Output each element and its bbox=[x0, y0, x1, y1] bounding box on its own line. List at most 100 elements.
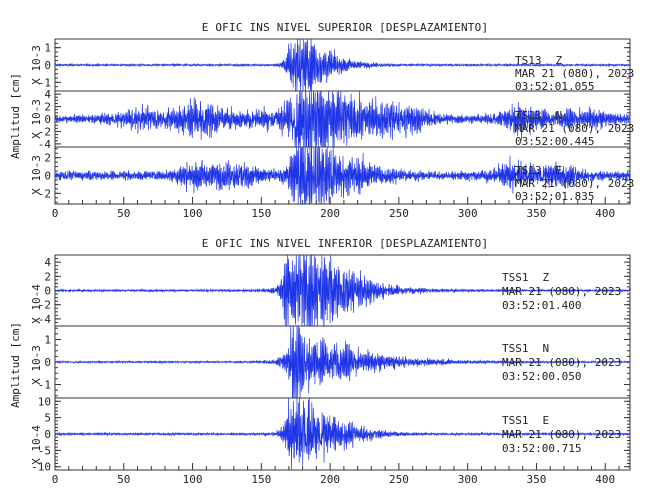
y-axis-label: Amplitud [cm] bbox=[9, 322, 22, 408]
y-tick-label: -4 bbox=[38, 313, 52, 326]
record-time: 03:52:01.400 bbox=[502, 299, 581, 312]
component-code: N bbox=[556, 109, 563, 122]
waveform-trace bbox=[54, 38, 631, 92]
y-tick-label: 1 bbox=[44, 334, 51, 347]
scale-label: X 10-4 bbox=[30, 425, 43, 465]
y-ticks: -2 0 2 bbox=[38, 148, 630, 203]
y-tick-label: 0 bbox=[44, 356, 51, 369]
y-tick-label: 1 bbox=[44, 42, 51, 55]
y-tick-label: -5 bbox=[38, 444, 51, 457]
x-tick-label: 200 bbox=[320, 207, 340, 220]
y-tick-label: -10 bbox=[31, 461, 51, 474]
scale-label: X 10-3 bbox=[30, 99, 43, 139]
y-tick-label: 4 bbox=[44, 88, 51, 101]
y-tick-label: 0 bbox=[44, 285, 51, 298]
record-time: 03:52:01.055 bbox=[515, 80, 594, 93]
x-tick-label: 100 bbox=[183, 473, 203, 486]
waveform-trace bbox=[54, 90, 631, 148]
x-tick-label: 150 bbox=[251, 207, 271, 220]
chart-lower: E OFIC INS NIVEL INFERIOR [DESPLAZAMIENT… bbox=[9, 237, 631, 486]
y-tick-label: 2 bbox=[44, 101, 51, 114]
x-tick-label: 350 bbox=[527, 473, 547, 486]
record-date: MAR 21 (080), 2023 bbox=[515, 67, 634, 80]
record-time: 03:52:00.050 bbox=[502, 370, 581, 383]
x-tick-label: 350 bbox=[527, 207, 547, 220]
station-code: TS13 bbox=[515, 109, 542, 122]
y-tick-label: -4 bbox=[38, 138, 52, 151]
component-code: Z bbox=[556, 54, 563, 67]
x-tick-label: 250 bbox=[389, 473, 409, 486]
chart-title: E OFIC INS NIVEL SUPERIOR [DESPLAZAMIENT… bbox=[202, 21, 489, 34]
channel-panel: -2 0 2 X 10-3 TS13 E MAR 21 (080), 2023 03:… bbox=[30, 146, 634, 205]
station-code: TSS1 bbox=[502, 414, 529, 427]
record-time: 03:52:00.715 bbox=[502, 442, 581, 455]
channel-panel: -10 -5 0 5 10 X 10-4 TSS1 E MAR 21 (080), 202… bbox=[30, 395, 631, 474]
channel-panel: -1 0 1 X 10-3 TS13 Z MAR 21 (080), 2023 03:… bbox=[30, 38, 634, 93]
scale-label: X 10-4 bbox=[30, 284, 43, 324]
waveform-trace bbox=[54, 254, 631, 327]
x-tick-label: 0 bbox=[52, 207, 59, 220]
y-tick-label: 2 bbox=[44, 152, 51, 165]
y-tick-label: 5 bbox=[44, 412, 51, 425]
chart-title: E OFIC INS NIVEL INFERIOR [DESPLAZAMIENT… bbox=[202, 237, 489, 250]
component-code: Z bbox=[543, 271, 550, 284]
y-tick-label: -1 bbox=[38, 76, 51, 89]
y-tick-label: 0 bbox=[44, 59, 51, 72]
record-time: 03:52:00.445 bbox=[515, 135, 594, 148]
record-time: 03:52:01.835 bbox=[515, 190, 594, 203]
chart-upper: E OFIC INS NIVEL SUPERIOR [DESPLAZAMIENT… bbox=[9, 21, 634, 220]
x-tick-label: 200 bbox=[320, 473, 340, 486]
y-tick-label: 0 bbox=[44, 428, 51, 441]
y-tick-label: 0 bbox=[44, 170, 51, 183]
x-tick-label: 250 bbox=[389, 207, 409, 220]
scale-label: X 10-3 bbox=[30, 345, 43, 385]
waveform-trace bbox=[54, 397, 631, 471]
scale-label: X 10-3 bbox=[30, 155, 43, 195]
component-code: E bbox=[543, 414, 550, 427]
x-tick-label: 50 bbox=[117, 473, 130, 486]
waveform-trace bbox=[54, 325, 631, 399]
waveform-trace bbox=[54, 146, 631, 205]
x-ticks: 0 50 100 150 200 250 300 350 400 bbox=[52, 463, 620, 486]
record-date: MAR 21 (080), 2023 bbox=[515, 122, 634, 135]
y-tick-label: 4 bbox=[44, 256, 51, 269]
x-tick-label: 150 bbox=[251, 473, 271, 486]
y-ticks: -1 0 1 bbox=[38, 327, 630, 397]
y-ticks: -1 0 1 bbox=[38, 38, 630, 92]
record-date: MAR 21 (080), 2023 bbox=[502, 285, 621, 298]
x-ticks: 0 50 100 150 200 250 300 350 400 bbox=[52, 197, 620, 220]
component-code: E bbox=[556, 164, 563, 177]
x-tick-label: 50 bbox=[117, 207, 130, 220]
record-date: MAR 21 (080), 2023 bbox=[502, 356, 621, 369]
record-date: MAR 21 (080), 2023 bbox=[515, 177, 634, 190]
y-tick-label: -2 bbox=[38, 187, 51, 200]
y-tick-label: 0 bbox=[44, 113, 51, 126]
scale-label: X 10-3 bbox=[30, 45, 43, 85]
x-tick-label: 400 bbox=[595, 207, 615, 220]
station-code: TSS1 bbox=[502, 342, 529, 355]
x-tick-label: 300 bbox=[458, 473, 478, 486]
y-tick-label: -2 bbox=[38, 125, 51, 138]
x-tick-label: 400 bbox=[595, 473, 615, 486]
component-code: N bbox=[543, 342, 550, 355]
y-axis-label: Amplitud [cm] bbox=[9, 73, 22, 159]
channel-panel: -1 0 1 X 10-3 TSS1 N MAR 21 (080), 2023 03:… bbox=[30, 325, 631, 399]
station-code: TS13 bbox=[515, 164, 542, 177]
y-tick-label: -1 bbox=[38, 379, 51, 392]
x-tick-label: 100 bbox=[183, 207, 203, 220]
x-tick-label: 300 bbox=[458, 207, 478, 220]
station-code: TSS1 bbox=[502, 271, 529, 284]
record-date: MAR 21 (080), 2023 bbox=[502, 428, 621, 441]
y-tick-label: 2 bbox=[44, 270, 51, 283]
